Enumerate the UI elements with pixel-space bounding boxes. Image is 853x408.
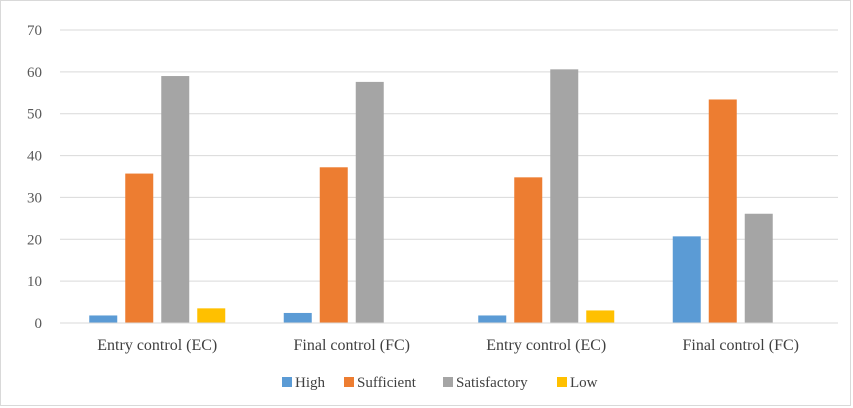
y-tick-label: 50 (27, 107, 42, 123)
bar-sufficient-3 (514, 177, 543, 323)
legend: High Sufficient Satisfactory Low (282, 375, 598, 391)
legend-label-satisfactory: Satisfactory (456, 375, 528, 391)
legend-label-sufficient: Sufficient (357, 375, 417, 391)
bar-high-2 (283, 312, 312, 323)
y-tick-label: 10 (27, 274, 42, 290)
bar-sufficient-2 (319, 167, 348, 323)
bar-satisfactory-2 (355, 81, 384, 323)
y-axis-tick-labels: 0 10 20 30 40 50 60 70 (27, 23, 42, 332)
x-category-label: Entry control (EC) (97, 337, 217, 354)
legend-swatch-sufficient (344, 377, 354, 387)
legend-swatch-low (557, 377, 567, 387)
bar-satisfactory-3 (550, 69, 579, 324)
x-category-label: Final control (FC) (683, 337, 799, 354)
legend-swatch-high (282, 377, 292, 387)
y-tick-label: 40 (27, 149, 42, 165)
bar-satisfactory-1 (161, 76, 190, 324)
bar-high-3 (478, 315, 507, 323)
bar-sufficient-1 (125, 173, 154, 323)
bars (89, 69, 773, 324)
bar-satisfactory-4 (744, 213, 773, 323)
legend-label-low: Low (570, 375, 598, 391)
x-category-label: Entry control (EC) (486, 337, 606, 354)
bar-high-1 (89, 315, 118, 323)
legend-swatch-satisfactory (443, 377, 453, 387)
x-category-label: Final control (FC) (294, 337, 410, 354)
bar-low-1 (197, 308, 226, 323)
legend-label-high: High (295, 375, 326, 391)
y-tick-label: 60 (27, 65, 42, 81)
gridlines (60, 29, 838, 282)
bar-sufficient-4 (708, 99, 737, 324)
y-tick-label: 20 (27, 232, 42, 248)
y-tick-label: 30 (27, 190, 42, 206)
x-axis-category-labels: Entry control (EC) Final control (FC) Entr… (97, 337, 799, 354)
bar-high-4 (672, 236, 701, 323)
y-tick-label: 70 (27, 23, 42, 39)
bar-low-3 (586, 310, 615, 323)
y-tick-label: 0 (35, 316, 43, 332)
